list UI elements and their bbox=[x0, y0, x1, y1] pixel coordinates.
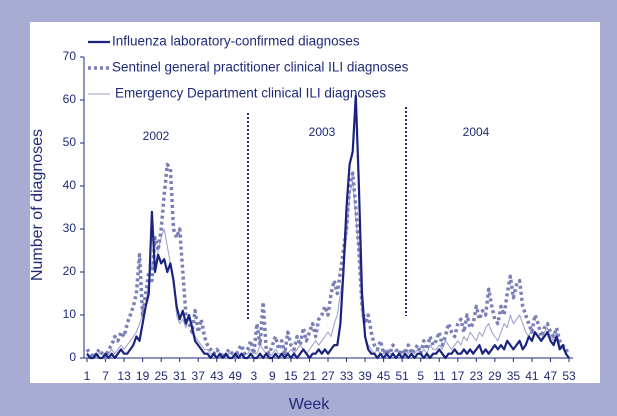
x-tick-label: 7 bbox=[102, 369, 109, 383]
series-line bbox=[86, 181, 570, 359]
y-tick-label: 10 bbox=[63, 307, 77, 321]
y-tick-label: 70 bbox=[63, 49, 77, 63]
legend-label: Influenza laboratory-confirmed diagnoses bbox=[112, 34, 360, 49]
x-tick-label: 51 bbox=[395, 369, 409, 383]
x-tick-label: 27 bbox=[321, 369, 335, 383]
legend-label: Emergency Department clinical ILI diagno… bbox=[115, 86, 386, 101]
x-tick-label: 29 bbox=[488, 369, 502, 383]
x-tick-label: 1 bbox=[84, 369, 91, 383]
y-tick-label: 60 bbox=[63, 92, 77, 106]
legend-label: Sentinel general practitioner clinical I… bbox=[112, 60, 409, 75]
x-tick-label: 39 bbox=[358, 369, 372, 383]
x-tick-label: 19 bbox=[136, 369, 150, 383]
x-tick-label: 41 bbox=[525, 369, 539, 383]
y-axis-label: Number of diagnoses bbox=[29, 129, 46, 281]
annotation: 2004 bbox=[463, 125, 490, 139]
x-tick-label: 45 bbox=[377, 369, 391, 383]
annotation: 2002 bbox=[143, 129, 170, 143]
x-tick-label: 13 bbox=[117, 369, 131, 383]
x-tick-label: 15 bbox=[284, 369, 298, 383]
x-tick-label: 37 bbox=[192, 369, 206, 383]
x-tick-label: 43 bbox=[210, 369, 224, 383]
x-tick-label: 47 bbox=[544, 369, 558, 383]
x-tick-label: 33 bbox=[340, 369, 354, 383]
x-tick-label: 17 bbox=[451, 369, 465, 383]
annotation: 2003 bbox=[309, 125, 336, 139]
x-tick-label: 5 bbox=[417, 369, 424, 383]
x-tick-label: 49 bbox=[229, 369, 243, 383]
y-tick-label: 0 bbox=[69, 350, 76, 364]
plot-panel bbox=[30, 22, 600, 383]
x-tick-label: 25 bbox=[154, 369, 168, 383]
x-tick-label: 11 bbox=[433, 369, 446, 383]
y-tick-label: 20 bbox=[63, 264, 77, 278]
x-tick-label: 53 bbox=[562, 369, 576, 383]
x-tick-label: 21 bbox=[303, 369, 317, 383]
series-line bbox=[86, 94, 570, 360]
y-tick-label: 30 bbox=[63, 221, 77, 235]
x-axis-label: Week bbox=[289, 396, 331, 413]
y-tick-label: 40 bbox=[63, 178, 77, 192]
series-line bbox=[85, 162, 571, 360]
x-tick-label: 23 bbox=[470, 369, 484, 383]
x-tick-label: 35 bbox=[507, 369, 521, 383]
x-tick-label: 9 bbox=[269, 369, 276, 383]
y-tick-label: 50 bbox=[63, 135, 77, 149]
x-tick-label: 31 bbox=[173, 369, 187, 383]
x-tick-label: 3 bbox=[251, 369, 258, 383]
